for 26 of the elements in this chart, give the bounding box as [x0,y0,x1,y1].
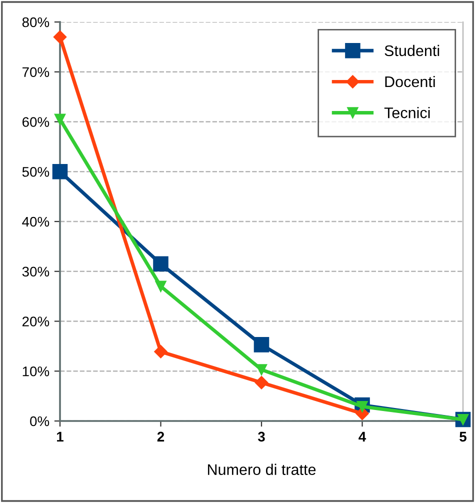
point [53,30,67,44]
point [52,164,68,180]
x-axis-title: Numero di tratte [208,464,316,476]
y-tick-label: 10% [22,366,50,376]
y-tick-label: 50% [22,166,50,177]
x-tick-label: 3 [258,432,265,442]
point [54,114,66,125]
point [154,345,168,358]
legend-label: Docenti [385,76,435,88]
y-tick-label: 80% [22,17,50,28]
point [153,256,168,272]
point [155,280,166,292]
x-tick-label: 2 [157,432,164,442]
y-tick-label: 30% [22,266,50,277]
y-tick-label: 40% [22,216,50,227]
y-tick-label: 70% [22,67,50,78]
y-tick-label: 0% [30,416,50,426]
x-tick-label: 4 [358,432,366,442]
y-tick-label: 60% [22,117,50,127]
point [254,376,268,390]
legend-label: Studenti [384,44,440,56]
point [254,337,270,352]
x-tick-label: 1 [57,432,64,442]
legend-label: Tecnici [384,107,430,118]
x-tick-label: 5 [460,432,466,442]
y-tick-label: 20% [22,316,50,326]
